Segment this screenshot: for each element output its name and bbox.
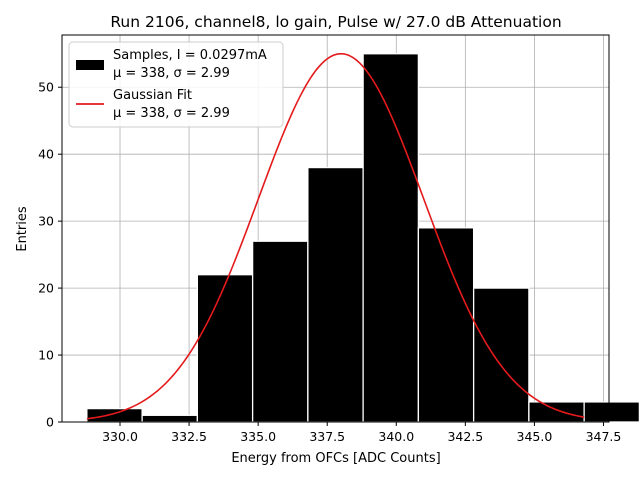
plot-frame <box>61 34 610 423</box>
y-tick-label: 20 <box>38 281 54 296</box>
y-tick-label: 10 <box>38 348 54 363</box>
legend-box <box>68 41 284 128</box>
y-tick-label: 50 <box>38 80 54 95</box>
histogram-bar <box>251 240 309 423</box>
histogram-bar <box>86 407 143 423</box>
legend-label-samples: Samples, I = 0.0297mA <box>113 48 267 63</box>
x-tick-label: 335.0 <box>240 429 276 444</box>
y-axis-label: Entries <box>15 206 30 252</box>
chart-title: Run 2106, channel8, lo gain, Pulse w/ 27… <box>110 13 561 31</box>
x-tick-label: 332.5 <box>171 429 207 444</box>
legend-stats-samples: μ = 338, σ = 2.99 <box>113 66 230 81</box>
y-axis-ticks: 0 10 20 30 40 50 <box>38 80 62 430</box>
histogram-bar <box>141 414 199 423</box>
histogram-bar <box>472 287 530 423</box>
legend-label-fit: Gaussian Fit <box>113 88 192 103</box>
legend-stats-fit: μ = 338, σ = 2.99 <box>113 106 230 121</box>
legend: Samples, I = 0.0297mA μ = 338, σ = 2.99 … <box>68 41 284 128</box>
x-axis-label: Energy from OFCs [ADC Counts] <box>231 451 440 466</box>
y-tick-label: 0 <box>46 415 54 430</box>
x-axis-ticks: 330.0 332.5 335.0 337.5 340.0 342.5 345.0 347.5 <box>102 422 621 444</box>
x-tick-label: 345.0 <box>517 429 553 444</box>
gaussian-fit-line <box>86 52 585 420</box>
histogram-bar <box>417 227 475 423</box>
y-tick-label: 30 <box>38 214 54 229</box>
x-tick-label: 347.5 <box>586 429 622 444</box>
x-tick-label: 330.0 <box>102 429 138 444</box>
histogram-bar <box>528 401 585 423</box>
histogram-bar <box>362 53 420 423</box>
x-tick-label: 340.0 <box>378 429 414 444</box>
gaussian-fit-curve <box>86 52 585 420</box>
x-tick-label: 342.5 <box>447 429 483 444</box>
histogram-bar <box>583 401 640 423</box>
legend-swatch-samples <box>76 60 104 70</box>
y-tick-label: 40 <box>38 147 54 162</box>
histogram-bar <box>307 166 364 423</box>
x-tick-label: 337.5 <box>309 429 345 444</box>
histogram-bar <box>196 274 254 423</box>
